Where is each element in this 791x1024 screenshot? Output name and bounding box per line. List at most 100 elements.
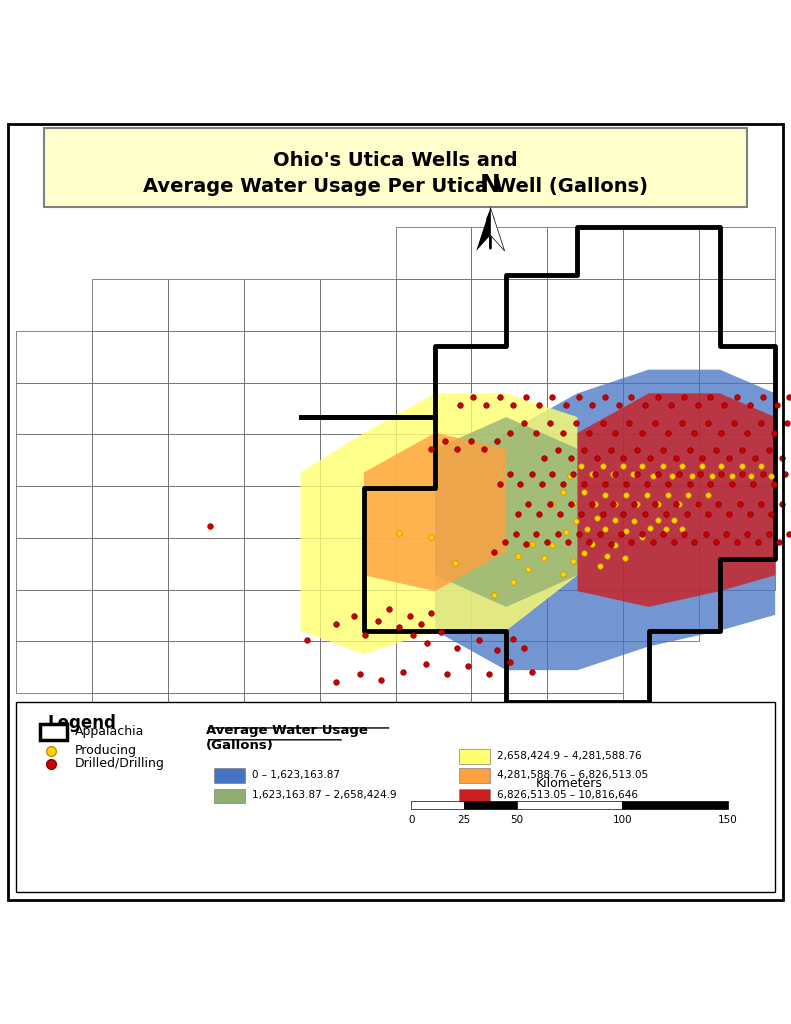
- Text: 0: 0: [408, 815, 414, 825]
- Bar: [396, 227, 471, 279]
- Bar: [699, 434, 775, 486]
- Bar: [547, 434, 623, 486]
- Text: Drilled/Drilling: Drilled/Drilling: [75, 757, 165, 770]
- Bar: [244, 434, 320, 486]
- Text: Appalachia: Appalachia: [75, 725, 145, 738]
- Bar: [92, 434, 168, 486]
- Bar: [244, 331, 320, 383]
- Bar: [92, 331, 168, 383]
- Polygon shape: [364, 433, 506, 591]
- Bar: [396, 383, 471, 434]
- Bar: [244, 693, 320, 745]
- Bar: [320, 279, 396, 331]
- Bar: [699, 227, 775, 279]
- Text: 4,281,588.76 – 6,826,513.05: 4,281,588.76 – 6,826,513.05: [497, 770, 648, 779]
- Bar: [547, 486, 623, 538]
- Bar: [699, 331, 775, 383]
- Polygon shape: [301, 393, 577, 654]
- Bar: [168, 331, 244, 383]
- Bar: [396, 641, 471, 693]
- Bar: [244, 486, 320, 538]
- FancyBboxPatch shape: [16, 701, 775, 892]
- Bar: [92, 279, 168, 331]
- Bar: [623, 279, 699, 331]
- Text: N: N: [480, 173, 501, 198]
- Bar: [92, 693, 168, 745]
- Polygon shape: [476, 208, 490, 251]
- Bar: [16, 434, 92, 486]
- Bar: [623, 227, 699, 279]
- Bar: [699, 486, 775, 538]
- Text: Producing: Producing: [75, 744, 137, 758]
- Text: Average Water Usage Per Utica Well (Gallons): Average Water Usage Per Utica Well (Gall…: [143, 176, 648, 196]
- Bar: [396, 279, 471, 331]
- Text: 6,826,513.05 – 10,816,646: 6,826,513.05 – 10,816,646: [497, 791, 638, 800]
- Bar: [547, 279, 623, 331]
- Bar: [471, 383, 547, 434]
- Bar: [244, 590, 320, 641]
- Text: Legend: Legend: [47, 714, 116, 732]
- Bar: [168, 279, 244, 331]
- Text: 2,658,424.9 – 4,281,588.76: 2,658,424.9 – 4,281,588.76: [497, 751, 642, 761]
- Bar: [471, 227, 547, 279]
- Bar: [244, 383, 320, 434]
- Bar: [16, 538, 92, 590]
- Bar: [396, 538, 471, 590]
- Bar: [699, 383, 775, 434]
- Bar: [320, 331, 396, 383]
- Bar: [320, 590, 396, 641]
- Bar: [471, 590, 547, 641]
- Bar: [320, 538, 396, 590]
- Bar: [471, 693, 547, 745]
- Bar: [168, 641, 244, 693]
- Bar: [214, 768, 245, 782]
- Text: Kilometers: Kilometers: [536, 777, 603, 791]
- Bar: [396, 486, 471, 538]
- Bar: [471, 538, 547, 590]
- Bar: [471, 279, 547, 331]
- Bar: [92, 590, 168, 641]
- Bar: [244, 279, 320, 331]
- Bar: [547, 331, 623, 383]
- Bar: [320, 486, 396, 538]
- Bar: [471, 331, 547, 383]
- Bar: [396, 434, 471, 486]
- Bar: [547, 383, 623, 434]
- Bar: [623, 590, 699, 641]
- Polygon shape: [435, 370, 775, 670]
- Bar: [214, 788, 245, 803]
- FancyBboxPatch shape: [44, 128, 747, 208]
- Bar: [623, 538, 699, 590]
- Bar: [396, 693, 471, 745]
- Bar: [396, 745, 471, 797]
- Bar: [547, 227, 623, 279]
- Bar: [244, 641, 320, 693]
- Bar: [464, 801, 517, 809]
- Bar: [517, 801, 623, 809]
- Bar: [16, 590, 92, 641]
- Bar: [244, 538, 320, 590]
- Polygon shape: [577, 393, 775, 607]
- Text: Average Water Usage
(Gallons): Average Water Usage (Gallons): [206, 724, 368, 752]
- Bar: [411, 801, 464, 809]
- Polygon shape: [435, 417, 577, 607]
- Bar: [459, 788, 490, 803]
- Text: Ohio's Utica Wells and: Ohio's Utica Wells and: [273, 152, 518, 170]
- Bar: [547, 538, 623, 590]
- Bar: [623, 383, 699, 434]
- Polygon shape: [490, 208, 505, 251]
- Bar: [40, 724, 67, 739]
- Bar: [320, 641, 396, 693]
- Bar: [547, 641, 623, 693]
- Bar: [244, 745, 320, 797]
- Bar: [699, 279, 775, 331]
- Bar: [168, 486, 244, 538]
- Text: 100: 100: [612, 815, 632, 825]
- Text: 50: 50: [510, 815, 524, 825]
- Bar: [92, 383, 168, 434]
- Text: 150: 150: [718, 815, 737, 825]
- Bar: [623, 331, 699, 383]
- Bar: [16, 383, 92, 434]
- Bar: [92, 641, 168, 693]
- Bar: [168, 693, 244, 745]
